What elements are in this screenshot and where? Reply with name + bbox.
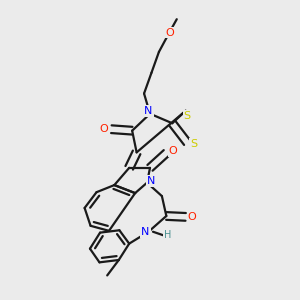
Text: H: H: [164, 230, 172, 240]
Text: N: N: [141, 227, 150, 237]
Text: N: N: [144, 106, 153, 116]
Text: O: O: [188, 212, 197, 222]
Text: O: O: [165, 28, 174, 38]
Text: O: O: [169, 146, 177, 157]
Text: S: S: [190, 139, 197, 149]
Text: S: S: [184, 111, 191, 121]
Text: O: O: [100, 124, 108, 134]
Text: N: N: [146, 176, 155, 186]
